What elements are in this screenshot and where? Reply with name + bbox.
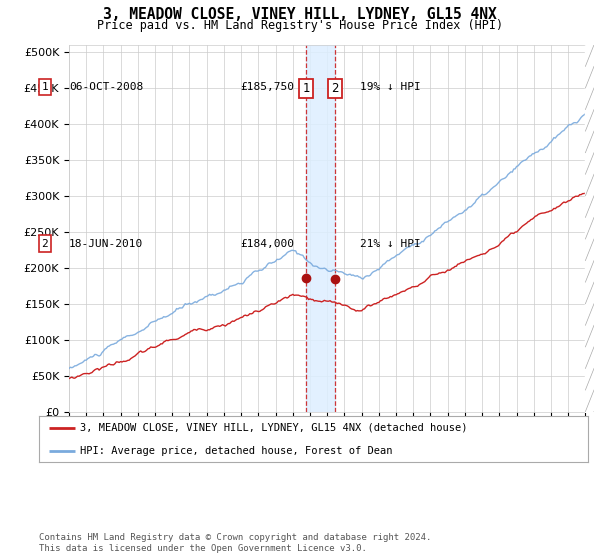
Text: 2: 2	[41, 239, 49, 249]
Bar	[306, 45, 335, 412]
Text: 1: 1	[41, 82, 49, 92]
Text: Price paid vs. HM Land Registry's House Price Index (HPI): Price paid vs. HM Land Registry's House …	[97, 19, 503, 32]
Text: 1: 1	[302, 82, 310, 95]
Text: 06-OCT-2008: 06-OCT-2008	[69, 82, 143, 92]
Text: £184,000: £184,000	[240, 239, 294, 249]
Text: 2: 2	[331, 82, 339, 95]
Text: 3, MEADOW CLOSE, VINEY HILL, LYDNEY, GL15 4NX (detached house): 3, MEADOW CLOSE, VINEY HILL, LYDNEY, GL1…	[80, 423, 467, 432]
Text: HPI: Average price, detached house, Forest of Dean: HPI: Average price, detached house, Fore…	[80, 446, 392, 455]
Text: Contains HM Land Registry data © Crown copyright and database right 2024.
This d: Contains HM Land Registry data © Crown c…	[39, 533, 431, 553]
Text: 19% ↓ HPI: 19% ↓ HPI	[360, 82, 421, 92]
Text: 21% ↓ HPI: 21% ↓ HPI	[360, 239, 421, 249]
Text: 3, MEADOW CLOSE, VINEY HILL, LYDNEY, GL15 4NX: 3, MEADOW CLOSE, VINEY HILL, LYDNEY, GL1…	[103, 7, 497, 22]
Text: £185,750: £185,750	[240, 82, 294, 92]
Text: 18-JUN-2010: 18-JUN-2010	[69, 239, 143, 249]
